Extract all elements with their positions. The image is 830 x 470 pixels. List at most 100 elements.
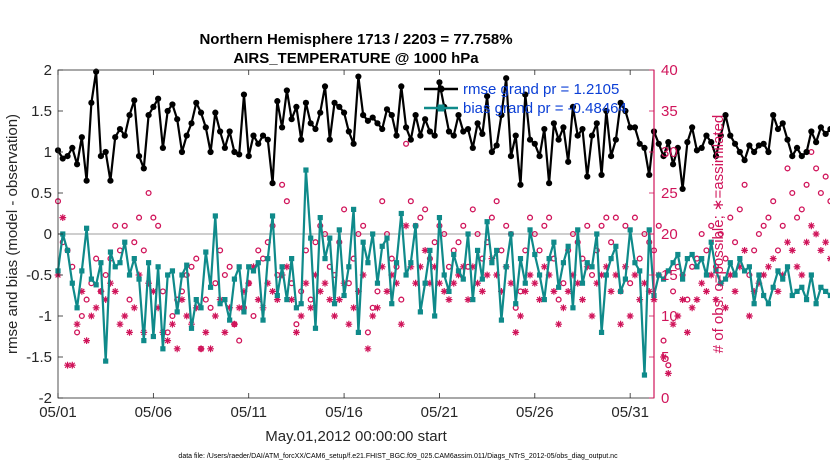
assimilated-obs-point: [111, 288, 119, 295]
assimilated-obs-point: [598, 271, 605, 279]
assimilated-obs-point: [703, 288, 710, 295]
possible-obs-point: [722, 255, 729, 262]
bias-point: [150, 333, 156, 340]
bias-point: [784, 264, 791, 270]
assimilated-obs-point: [626, 312, 634, 320]
possible-obs-point: [379, 198, 386, 205]
y-right-tick-label: 10: [661, 308, 678, 325]
assimilated-obs-point: [602, 263, 610, 271]
possible-obs-point: [431, 239, 438, 246]
assimilated-obs-point: [350, 304, 358, 312]
assimilated-obs-point: [464, 296, 472, 303]
rmse-point: [698, 144, 705, 151]
rmse-point: [64, 153, 71, 160]
assimilated-obs-point: [736, 263, 744, 271]
possible-obs-point: [546, 214, 553, 221]
assimilated-obs-point: [197, 345, 205, 353]
bias-point: [112, 264, 118, 270]
rmse-point: [155, 95, 162, 102]
rmse-point: [474, 120, 481, 127]
bias-point: [808, 272, 814, 278]
assimilated-obs-point: [388, 271, 396, 279]
bias-point: [570, 305, 576, 311]
rmse-point: [693, 147, 701, 154]
assimilated-obs-point: [145, 279, 152, 287]
y-left-tick-label: -1.5: [26, 349, 52, 366]
assimilated-obs-point: [87, 312, 95, 320]
bias-point: [589, 264, 595, 270]
possible-obs-point: [126, 296, 133, 303]
bias-point: [298, 301, 304, 307]
assimilated-obs-point: [68, 361, 76, 369]
bias-point: [145, 260, 152, 266]
x-axis-label: May.01,2012 00:00:00 start: [265, 428, 447, 445]
rmse-point: [550, 120, 557, 127]
bias-point: [227, 317, 233, 323]
rmse-point: [112, 134, 119, 141]
possible-obs-point: [798, 206, 805, 213]
bias-point: [665, 268, 671, 274]
rmse-point: [560, 124, 567, 131]
bias-point: [479, 276, 485, 282]
bias-point: [169, 268, 176, 274]
rmse-point: [798, 153, 805, 160]
rmse-point: [131, 97, 138, 104]
assimilated-obs-point: [536, 296, 543, 303]
assimilated-obs-point: [240, 288, 248, 295]
bias-point: [422, 280, 428, 286]
bias-point: [236, 264, 242, 270]
possible-obs-point: [207, 304, 214, 311]
assimilated-obs-point: [664, 370, 672, 377]
assimilated-obs-point: [202, 329, 210, 336]
assimilated-obs-point: [712, 296, 720, 303]
assimilated-obs-point: [416, 263, 424, 271]
possible-obs-point: [817, 189, 824, 197]
rmse-point: [135, 153, 143, 160]
possible-obs-point: [460, 222, 467, 229]
assimilated-obs-point: [154, 304, 162, 312]
bias-point: [536, 272, 543, 278]
bias-point: [308, 235, 314, 241]
possible-obs-point: [83, 296, 90, 303]
possible-obs-point: [279, 181, 286, 188]
assimilated-obs-point: [693, 296, 701, 303]
bias-point: [627, 227, 633, 233]
x-tick-label: 05/06: [135, 404, 173, 421]
assimilated-obs-point: [440, 288, 448, 295]
rmse-point: [574, 132, 581, 139]
possible-obs-point: [608, 239, 615, 246]
rmse-point: [417, 132, 424, 139]
assimilated-obs-point: [59, 214, 67, 221]
possible-obs-point: [93, 255, 100, 262]
possible-obs-point: [236, 337, 243, 344]
bias-point: [765, 301, 772, 307]
bias-point: [198, 305, 204, 311]
y-axis-right-label: # of obs: o=possible; ∗=assimilated: [710, 115, 727, 354]
assimilated-series: [54, 214, 830, 377]
assimilated-obs-point: [374, 304, 381, 312]
possible-obs-point: [588, 271, 596, 279]
bias-point: [818, 284, 824, 290]
possible-obs-point: [493, 198, 500, 205]
possible-obs-point: [293, 321, 300, 328]
rmse-point: [822, 130, 829, 138]
possible-obs-point: [398, 296, 405, 303]
assimilated-obs-point: [478, 288, 486, 295]
footer-datafile: data file: /Users/raeder/DAI/ATM_forcXX/…: [178, 453, 618, 460]
rmse-point: [736, 148, 743, 156]
possible-obs-point: [531, 230, 538, 238]
bias-point: [660, 276, 667, 282]
bias-point: [384, 235, 390, 241]
rmse-point: [107, 177, 114, 184]
y-right-tick-label: 30: [661, 144, 678, 161]
bias-point: [341, 292, 347, 299]
bias-point: [260, 317, 266, 323]
rmse-point: [565, 158, 572, 165]
rmse-point: [617, 99, 624, 106]
rmse-point: [684, 139, 691, 146]
possible-obs-point: [760, 222, 767, 229]
legend-rmse-marker: [437, 85, 445, 93]
bias-point: [460, 276, 466, 282]
rmse-point: [307, 120, 314, 127]
bias-point: [775, 268, 781, 274]
